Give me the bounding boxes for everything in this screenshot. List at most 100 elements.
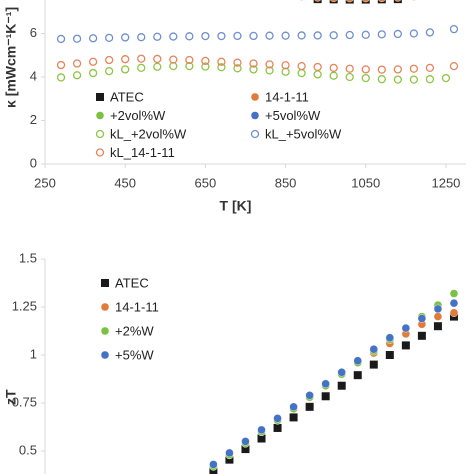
y-tick-label: 6 xyxy=(30,25,37,40)
data-point xyxy=(88,57,98,66)
data-point xyxy=(56,60,66,70)
data-point xyxy=(401,341,410,350)
y-tick-label: 1.25 xyxy=(12,298,37,313)
legend-label: kL_+5vol%W xyxy=(265,126,342,141)
data-point xyxy=(209,460,218,469)
legend-label: 14-1-11 xyxy=(265,89,309,104)
legend-label: +2%W xyxy=(115,323,154,338)
data-point xyxy=(233,58,242,67)
data-point xyxy=(321,379,330,388)
data-point xyxy=(393,29,402,39)
legend-label: +5%W xyxy=(115,347,154,362)
data-point xyxy=(337,381,346,390)
y-tick-label: 0.5 xyxy=(19,442,37,457)
data-point xyxy=(353,371,362,380)
data-point xyxy=(233,64,242,73)
data-point xyxy=(217,31,226,41)
legend-label: ATEC xyxy=(115,275,149,290)
data-point xyxy=(411,0,417,1)
data-point xyxy=(88,34,98,43)
data-point xyxy=(305,391,314,400)
legend-marker xyxy=(96,93,104,101)
data-point xyxy=(169,32,178,41)
y-tick-label: 1 xyxy=(30,346,37,361)
data-point xyxy=(241,445,250,454)
data-point xyxy=(369,360,378,369)
data-point xyxy=(249,31,258,41)
data-point xyxy=(289,413,298,422)
data-point xyxy=(337,368,346,377)
data-point xyxy=(297,68,306,78)
x-tick-label: 250 xyxy=(34,175,56,190)
legend-marker xyxy=(250,111,260,120)
data-point xyxy=(433,304,443,314)
data-point xyxy=(433,312,443,321)
legend-label: kL_14-1-11 xyxy=(110,145,175,160)
y-tick-label: 2 xyxy=(30,112,37,127)
data-point xyxy=(449,61,459,71)
data-point xyxy=(249,59,258,68)
data-point xyxy=(313,70,322,79)
data-point xyxy=(394,0,402,2)
data-point xyxy=(249,65,258,74)
data-point xyxy=(185,61,194,71)
data-point xyxy=(393,65,402,74)
data-point xyxy=(72,34,82,43)
legend-label: ATEC xyxy=(110,89,144,104)
data-point xyxy=(409,75,419,84)
legend-marker xyxy=(100,302,110,312)
data-point xyxy=(385,333,395,342)
data-point xyxy=(345,64,354,73)
data-point xyxy=(321,392,330,401)
data-point xyxy=(417,331,426,340)
data-point xyxy=(241,437,250,446)
legend-marker xyxy=(101,279,109,287)
data-point xyxy=(265,66,274,75)
data-point xyxy=(329,31,338,40)
data-point xyxy=(377,65,386,74)
data-point xyxy=(409,64,419,73)
data-point xyxy=(72,71,82,80)
data-point xyxy=(105,33,114,42)
x-tick-label: 650 xyxy=(195,175,217,190)
data-point xyxy=(297,31,306,40)
data-point xyxy=(56,34,66,44)
data-point xyxy=(353,356,362,365)
data-point xyxy=(201,31,210,41)
x-tick-label: 1250 xyxy=(431,175,460,190)
data-point xyxy=(299,0,304,1)
data-point xyxy=(265,31,274,40)
data-point xyxy=(345,72,354,82)
data-point xyxy=(329,63,338,73)
legend-label: +2vol%W xyxy=(110,108,166,123)
data-point xyxy=(137,54,146,63)
legend-marker xyxy=(250,129,260,139)
y-axis-title: κ [mWcm⁻¹K⁻¹] xyxy=(3,7,19,108)
data-point xyxy=(313,62,322,72)
legend-label: +5vol%W xyxy=(265,108,321,123)
data-point xyxy=(137,63,146,73)
data-point xyxy=(449,298,459,308)
data-point xyxy=(217,63,226,72)
data-point xyxy=(153,62,162,71)
data-point xyxy=(297,61,306,71)
data-point xyxy=(88,68,98,78)
y-tick-label: 4 xyxy=(30,68,37,83)
data-point xyxy=(225,455,234,464)
data-point xyxy=(330,0,338,3)
data-point xyxy=(409,29,419,38)
data-point xyxy=(257,425,266,435)
data-point xyxy=(425,28,435,37)
x-tick-label: 850 xyxy=(275,175,297,190)
legend-marker xyxy=(95,129,105,139)
data-point xyxy=(425,63,435,73)
data-point xyxy=(433,322,442,331)
data-point xyxy=(417,314,427,323)
data-point xyxy=(153,54,162,64)
data-point xyxy=(449,308,459,317)
data-point xyxy=(185,55,194,65)
y-axis-title: zT xyxy=(3,389,19,405)
x-axis-title: T [K] xyxy=(220,198,252,214)
